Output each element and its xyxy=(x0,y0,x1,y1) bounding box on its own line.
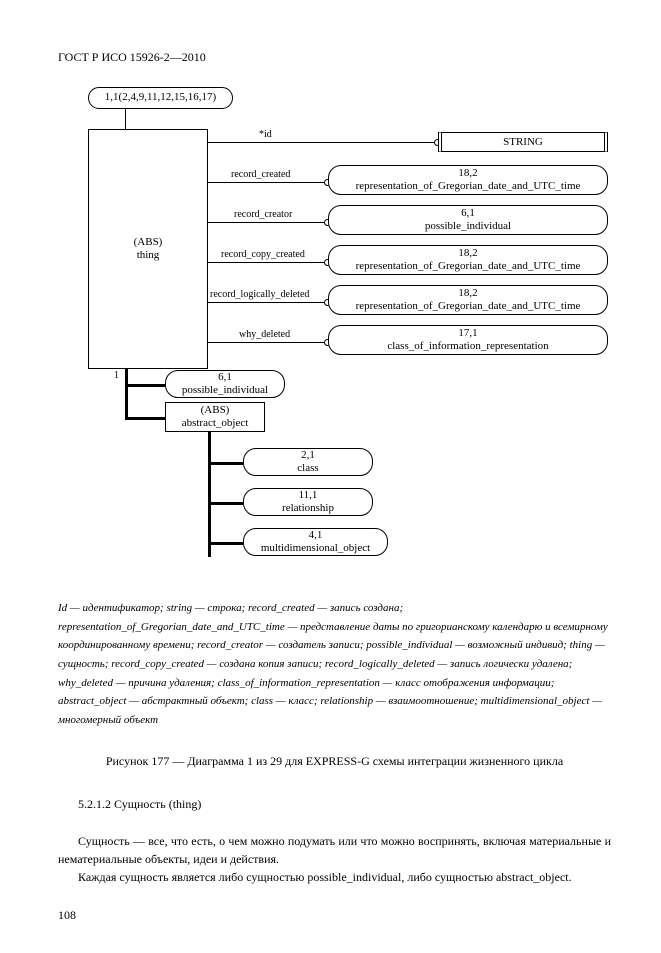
edge-label-0: record_created xyxy=(230,169,291,180)
ref-3: 18,2 representation_of_Gregorian_date_an… xyxy=(328,285,608,315)
sub-multidimensional: 4,1 multidimensional_object xyxy=(243,528,388,556)
edge-label-4: why_deleted xyxy=(238,329,291,340)
sub-class: 2,1 class xyxy=(243,448,373,476)
abs-label: (ABS) xyxy=(134,236,163,249)
edge-label-2: record_copy_created xyxy=(220,249,306,260)
edge-label-3: record_logically_deleted xyxy=(209,289,310,300)
sub-relationship: 11,1 relationship xyxy=(243,488,373,516)
express-g-diagram: 1,1(2,4,9,11,12,15,16,17) (ABS) thing *i… xyxy=(58,87,608,587)
section-heading: 5.2.1.2 Сущность (thing) xyxy=(78,797,611,812)
edge-label-1: record_creator xyxy=(233,209,293,220)
figure-caption: Рисунок 177 — Диаграмма 1 из 29 для EXPR… xyxy=(58,754,611,769)
page-number: 108 xyxy=(58,908,611,923)
thing-label: thing xyxy=(137,249,160,262)
para-2: Каждая сущность является либо сущностью … xyxy=(58,868,611,886)
type-string: STRING xyxy=(438,132,608,152)
para-1: Сущность — все, что есть, о чем можно по… xyxy=(58,832,611,868)
ref-0: 18,2 representation_of_Gregorian_date_an… xyxy=(328,165,608,195)
ref-2: 18,2 representation_of_Gregorian_date_an… xyxy=(328,245,608,275)
doc-header: ГОСТ Р ИСО 15926-2—2010 xyxy=(58,50,611,65)
page-ref-top: 1,1(2,4,9,11,12,15,16,17) xyxy=(88,87,233,109)
edge-id: *id xyxy=(258,129,273,140)
sub-possible-individual: 6,1 possible_individual xyxy=(165,370,285,398)
body-text: Сущность — все, что есть, о чем можно по… xyxy=(58,832,611,886)
ref-4: 17,1 class_of_information_representation xyxy=(328,325,608,355)
ref-1: 6,1 possible_individual xyxy=(328,205,608,235)
one-label: 1 xyxy=(114,370,119,381)
entity-abstract-object: (ABS) abstract_object xyxy=(165,402,265,432)
entity-thing: (ABS) thing xyxy=(88,129,208,369)
legend-text: Id — идентификатор; string — строка; rec… xyxy=(58,599,611,730)
